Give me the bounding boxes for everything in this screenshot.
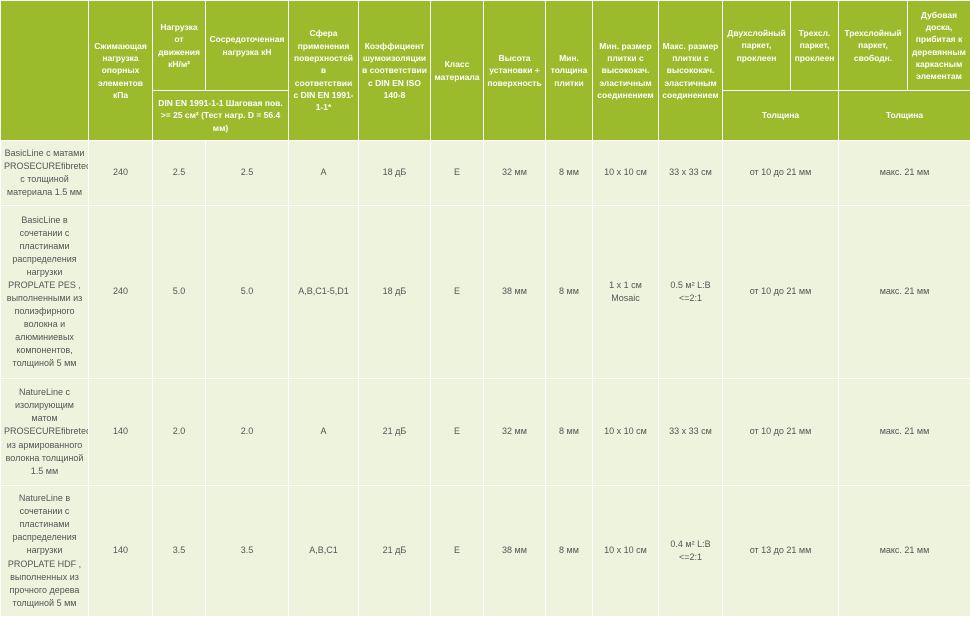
table-cell: 18 дБ (359, 206, 431, 379)
table-cell: от 10 до 21 мм (723, 206, 839, 379)
table-cell: макс. 21 мм (839, 379, 970, 486)
product-name: NatureLine с изолирующим матом PROSECURE… (1, 379, 89, 486)
header-cell: DIN EN 1991-1-1 Шаговая пов. >= 25 см² (… (153, 91, 289, 141)
header-cell: Сфера применения поверхностей в соответс… (289, 1, 359, 141)
table-cell: 2.0 (153, 379, 206, 486)
table-cell: E (431, 379, 484, 486)
table-cell: 32 мм (484, 379, 546, 486)
table-row: NatureLine с изолирующим матом PROSECURE… (1, 379, 970, 486)
header-cell: Трехсл. паркет, проклеен (791, 1, 839, 91)
table-cell: A (289, 141, 359, 206)
table-cell: 32 мм (484, 141, 546, 206)
table-cell: 2.5 (153, 141, 206, 206)
header-cell: Сосредоточенная нагрузка кН (206, 1, 289, 91)
table-cell: E (431, 206, 484, 379)
table-cell: макс. 21 мм (839, 141, 970, 206)
table-cell: 8 мм (546, 486, 593, 617)
table-cell: 3.5 (153, 486, 206, 617)
header-cell: Класс материала (431, 1, 484, 141)
header-cell: Коэффициент шумоизоляции в соответствии … (359, 1, 431, 141)
table-cell: 21 дБ (359, 379, 431, 486)
header-cell: Нагрузка от движения кН/м² (153, 1, 206, 91)
table-cell: 10 x 10 см (593, 486, 659, 617)
table-cell: 2.0 (206, 379, 289, 486)
product-name: BasicLine с матами PROSECUREfibretec с т… (1, 141, 89, 206)
header-cell: Макс. размер плитки с высококач. эластич… (659, 1, 723, 141)
header-cell: Мин. толщина плитки (546, 1, 593, 141)
header-row: Сжимающая нагрузка опорных элементов кПа… (1, 1, 970, 91)
table-cell: макс. 21 мм (839, 486, 970, 617)
table-cell: A,B,C1-5,D1 (289, 206, 359, 379)
table-cell: 18 дБ (359, 141, 431, 206)
header-cell: Дубовая доска, прибитая к деревянным кар… (908, 1, 970, 91)
table-cell: макс. 21 мм (839, 206, 970, 379)
table-cell: 0.4 м² L:B <=2:1 (659, 486, 723, 617)
header-cell: Высота установки + поверхность (484, 1, 546, 141)
table-cell: 140 (89, 486, 153, 617)
table-cell: 38 мм (484, 206, 546, 379)
header-cell: Двухслойный паркет, проклеен (723, 1, 791, 91)
header-cell: Толщина (839, 91, 970, 141)
table-cell: 3.5 (206, 486, 289, 617)
header-cell: Трехслойный паркет, свободн. (839, 1, 908, 91)
header-cell: Сжимающая нагрузка опорных элементов кПа (89, 1, 153, 141)
table-cell: E (431, 141, 484, 206)
table-cell: 8 мм (546, 206, 593, 379)
table-row: BasicLine с матами PROSECUREfibretec с т… (1, 141, 970, 206)
table-cell: 240 (89, 141, 153, 206)
table-cell: A (289, 379, 359, 486)
table-cell: от 10 до 21 мм (723, 379, 839, 486)
product-name: BasicLine в сочетании с пластинами распр… (1, 206, 89, 379)
table-cell: E (431, 486, 484, 617)
table-cell: 140 (89, 379, 153, 486)
header-cell: Мин. размер плитки с высококач. эластичн… (593, 1, 659, 141)
table-cell: 33 x 33 см (659, 379, 723, 486)
table-cell: от 10 до 21 мм (723, 141, 839, 206)
product-name: NatureLine в сочетании с пластинами расп… (1, 486, 89, 617)
table-row: BasicLine в сочетании с пластинами распр… (1, 206, 970, 379)
table-cell: 8 мм (546, 379, 593, 486)
table-cell: от 13 до 21 мм (723, 486, 839, 617)
table-cell: A,B,C1 (289, 486, 359, 617)
table-cell: 8 мм (546, 141, 593, 206)
table-cell: 10 x 10 см (593, 379, 659, 486)
header-cell (1, 1, 89, 141)
table-cell: 0.5 м² L:B <=2:1 (659, 206, 723, 379)
table-cell: 21 дБ (359, 486, 431, 617)
table-cell: 5.0 (153, 206, 206, 379)
header-cell: Толщина (723, 91, 839, 141)
table-cell: 33 x 33 см (659, 141, 723, 206)
table-row: NatureLine в сочетании с пластинами расп… (1, 486, 970, 617)
table-body: BasicLine с матами PROSECUREfibretec с т… (1, 141, 970, 617)
table-cell: 240 (89, 206, 153, 379)
table-cell: 10 x 10 см (593, 141, 659, 206)
table-cell: 1 x 1 см Mosaic (593, 206, 659, 379)
table-cell: 38 мм (484, 486, 546, 617)
table-cell: 2.5 (206, 141, 289, 206)
table-cell: 5.0 (206, 206, 289, 379)
